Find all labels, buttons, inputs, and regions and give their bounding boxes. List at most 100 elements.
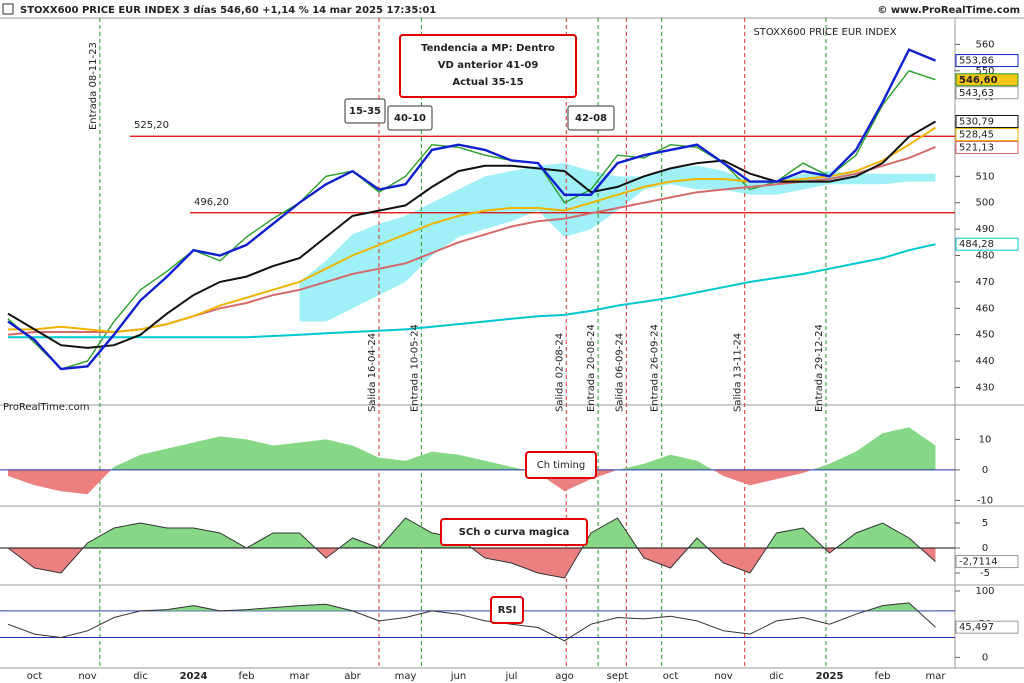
x-tick-label: mar bbox=[926, 671, 947, 682]
value-tag-label: 45,497 bbox=[959, 622, 994, 633]
x-tick-label: sept bbox=[607, 671, 629, 682]
y-tick-label: 560 bbox=[975, 39, 994, 50]
value-tag bbox=[955, 54, 1019, 68]
x-tick-label: nov bbox=[714, 671, 732, 682]
indicator-title: RSI bbox=[498, 605, 517, 616]
note-box bbox=[399, 34, 577, 98]
y-tick-label: -10 bbox=[977, 495, 993, 506]
negative-area bbox=[8, 548, 936, 578]
y-tick-label: 500 bbox=[975, 198, 994, 209]
note-line: Actual 35-15 bbox=[452, 77, 523, 88]
rsi-line bbox=[7, 602, 936, 642]
value-tag bbox=[955, 127, 1019, 141]
header-title: STOXX600 PRICE EUR INDEX 3 días 546,60 +… bbox=[20, 4, 436, 16]
signal-label: Salida 13-11-24 bbox=[733, 333, 744, 412]
signal-label: Entrada 10-05-24 bbox=[409, 324, 420, 412]
value-tag-label: 528,45 bbox=[959, 129, 994, 140]
y-tick-label: 5 bbox=[982, 518, 988, 529]
y-tick-label: 450 bbox=[975, 330, 994, 341]
indicator-title-box bbox=[440, 518, 588, 546]
y-tick-label: 0 bbox=[982, 652, 988, 663]
y-tick-label: 440 bbox=[975, 356, 994, 367]
header-source: © www.ProRealTime.com bbox=[877, 5, 1020, 16]
positive-area bbox=[8, 427, 936, 470]
y-tick-label: 490 bbox=[975, 224, 994, 235]
annotation-box bbox=[387, 105, 433, 131]
value-tag-label: 484,28 bbox=[959, 239, 994, 250]
signal-label: Entrada 26-09-24 bbox=[650, 324, 661, 412]
annotation-text: 42-08 bbox=[575, 113, 607, 124]
value-tag-label: 546,60 bbox=[959, 75, 998, 86]
y-tick-label: 480 bbox=[975, 251, 994, 262]
value-tag-label: 543,63 bbox=[959, 88, 994, 99]
indicator-title-box bbox=[490, 596, 524, 624]
signal-label: Entrada 20-08-24 bbox=[586, 324, 597, 412]
negative-area bbox=[8, 469, 812, 495]
x-tick-label: 2025 bbox=[816, 671, 844, 682]
overbought-fill bbox=[140, 602, 918, 611]
x-tick-label: mar bbox=[290, 671, 311, 682]
y-tick-label: 550 bbox=[975, 66, 994, 77]
x-tick-label: oct bbox=[27, 671, 43, 682]
value-tag bbox=[955, 620, 1019, 634]
x-tick-label: dic bbox=[769, 671, 784, 682]
value-tag bbox=[955, 114, 1019, 128]
level-label: 525,20 bbox=[134, 120, 169, 131]
series-line bbox=[8, 243, 936, 339]
note-line: Tendencia a MP: Dentro bbox=[421, 43, 555, 54]
x-tick-label: jul bbox=[505, 671, 518, 682]
positive-area bbox=[8, 518, 936, 548]
x-tick-label: jun bbox=[450, 671, 466, 682]
signal-label: Salida 06-09-24 bbox=[614, 333, 625, 412]
value-tag bbox=[955, 140, 1019, 154]
level-label: 496,20 bbox=[194, 197, 229, 208]
x-tick-label: oct bbox=[663, 671, 679, 682]
y-tick-label: 460 bbox=[975, 303, 994, 314]
value-tag-label: -2,7114 bbox=[959, 557, 998, 568]
overlay: 4304404504604704804905005105205305405505… bbox=[3, 27, 1019, 682]
annotation-box bbox=[344, 98, 386, 124]
annotation-box bbox=[567, 105, 615, 131]
signal-label: Salida 02-08-24 bbox=[554, 333, 565, 412]
value-tag bbox=[955, 73, 1019, 87]
signal-label: Salida 16-04-24 bbox=[367, 333, 378, 412]
note-line: VD anterior 41-09 bbox=[438, 60, 539, 71]
y-tick-label: 10 bbox=[979, 434, 992, 445]
indicator-line bbox=[7, 517, 936, 579]
x-tick-label: nov bbox=[78, 671, 96, 682]
x-tick-label: ago bbox=[555, 671, 574, 682]
value-tag-label: 530,79 bbox=[959, 116, 994, 127]
x-tick-label: feb bbox=[238, 671, 254, 682]
x-tick-label: dic bbox=[133, 671, 148, 682]
x-tick-label: feb bbox=[874, 671, 890, 682]
value-tag bbox=[955, 86, 1019, 100]
indicator-title-box bbox=[525, 451, 597, 479]
menu-icon[interactable] bbox=[2, 3, 14, 15]
x-tick-label: abr bbox=[344, 671, 361, 682]
watermark: STOXX600 PRICE EUR INDEX bbox=[753, 27, 896, 38]
value-tag-label: 553,86 bbox=[959, 56, 994, 67]
value-tag bbox=[955, 237, 1019, 251]
indicator-title: SCh o curva magica bbox=[459, 527, 570, 538]
y-tick-label: 0 bbox=[982, 465, 988, 476]
y-tick-label: 430 bbox=[975, 382, 994, 393]
value-tag bbox=[955, 555, 1019, 569]
x-tick-label: may bbox=[395, 671, 417, 682]
series-line bbox=[7, 69, 936, 370]
annotation-text: 15-35 bbox=[349, 106, 381, 117]
annotation-text: 40-10 bbox=[394, 113, 426, 124]
y-tick-label: 0 bbox=[982, 543, 988, 554]
credit: ProRealTime.com bbox=[3, 402, 89, 413]
y-tick-label: 510 bbox=[975, 171, 994, 182]
plot-area bbox=[0, 18, 955, 668]
series-line bbox=[7, 48, 936, 371]
y-tick-label: 100 bbox=[975, 586, 994, 597]
indicator-title: Ch timing bbox=[537, 460, 585, 471]
y-tick-label: -5 bbox=[980, 568, 990, 579]
signal-label: Entrada 08-11-23 bbox=[88, 42, 99, 130]
signal-label: Entrada 29-12-24 bbox=[814, 324, 825, 412]
y-tick-label: 470 bbox=[975, 277, 994, 288]
value-tag-label: 521,13 bbox=[959, 142, 994, 153]
